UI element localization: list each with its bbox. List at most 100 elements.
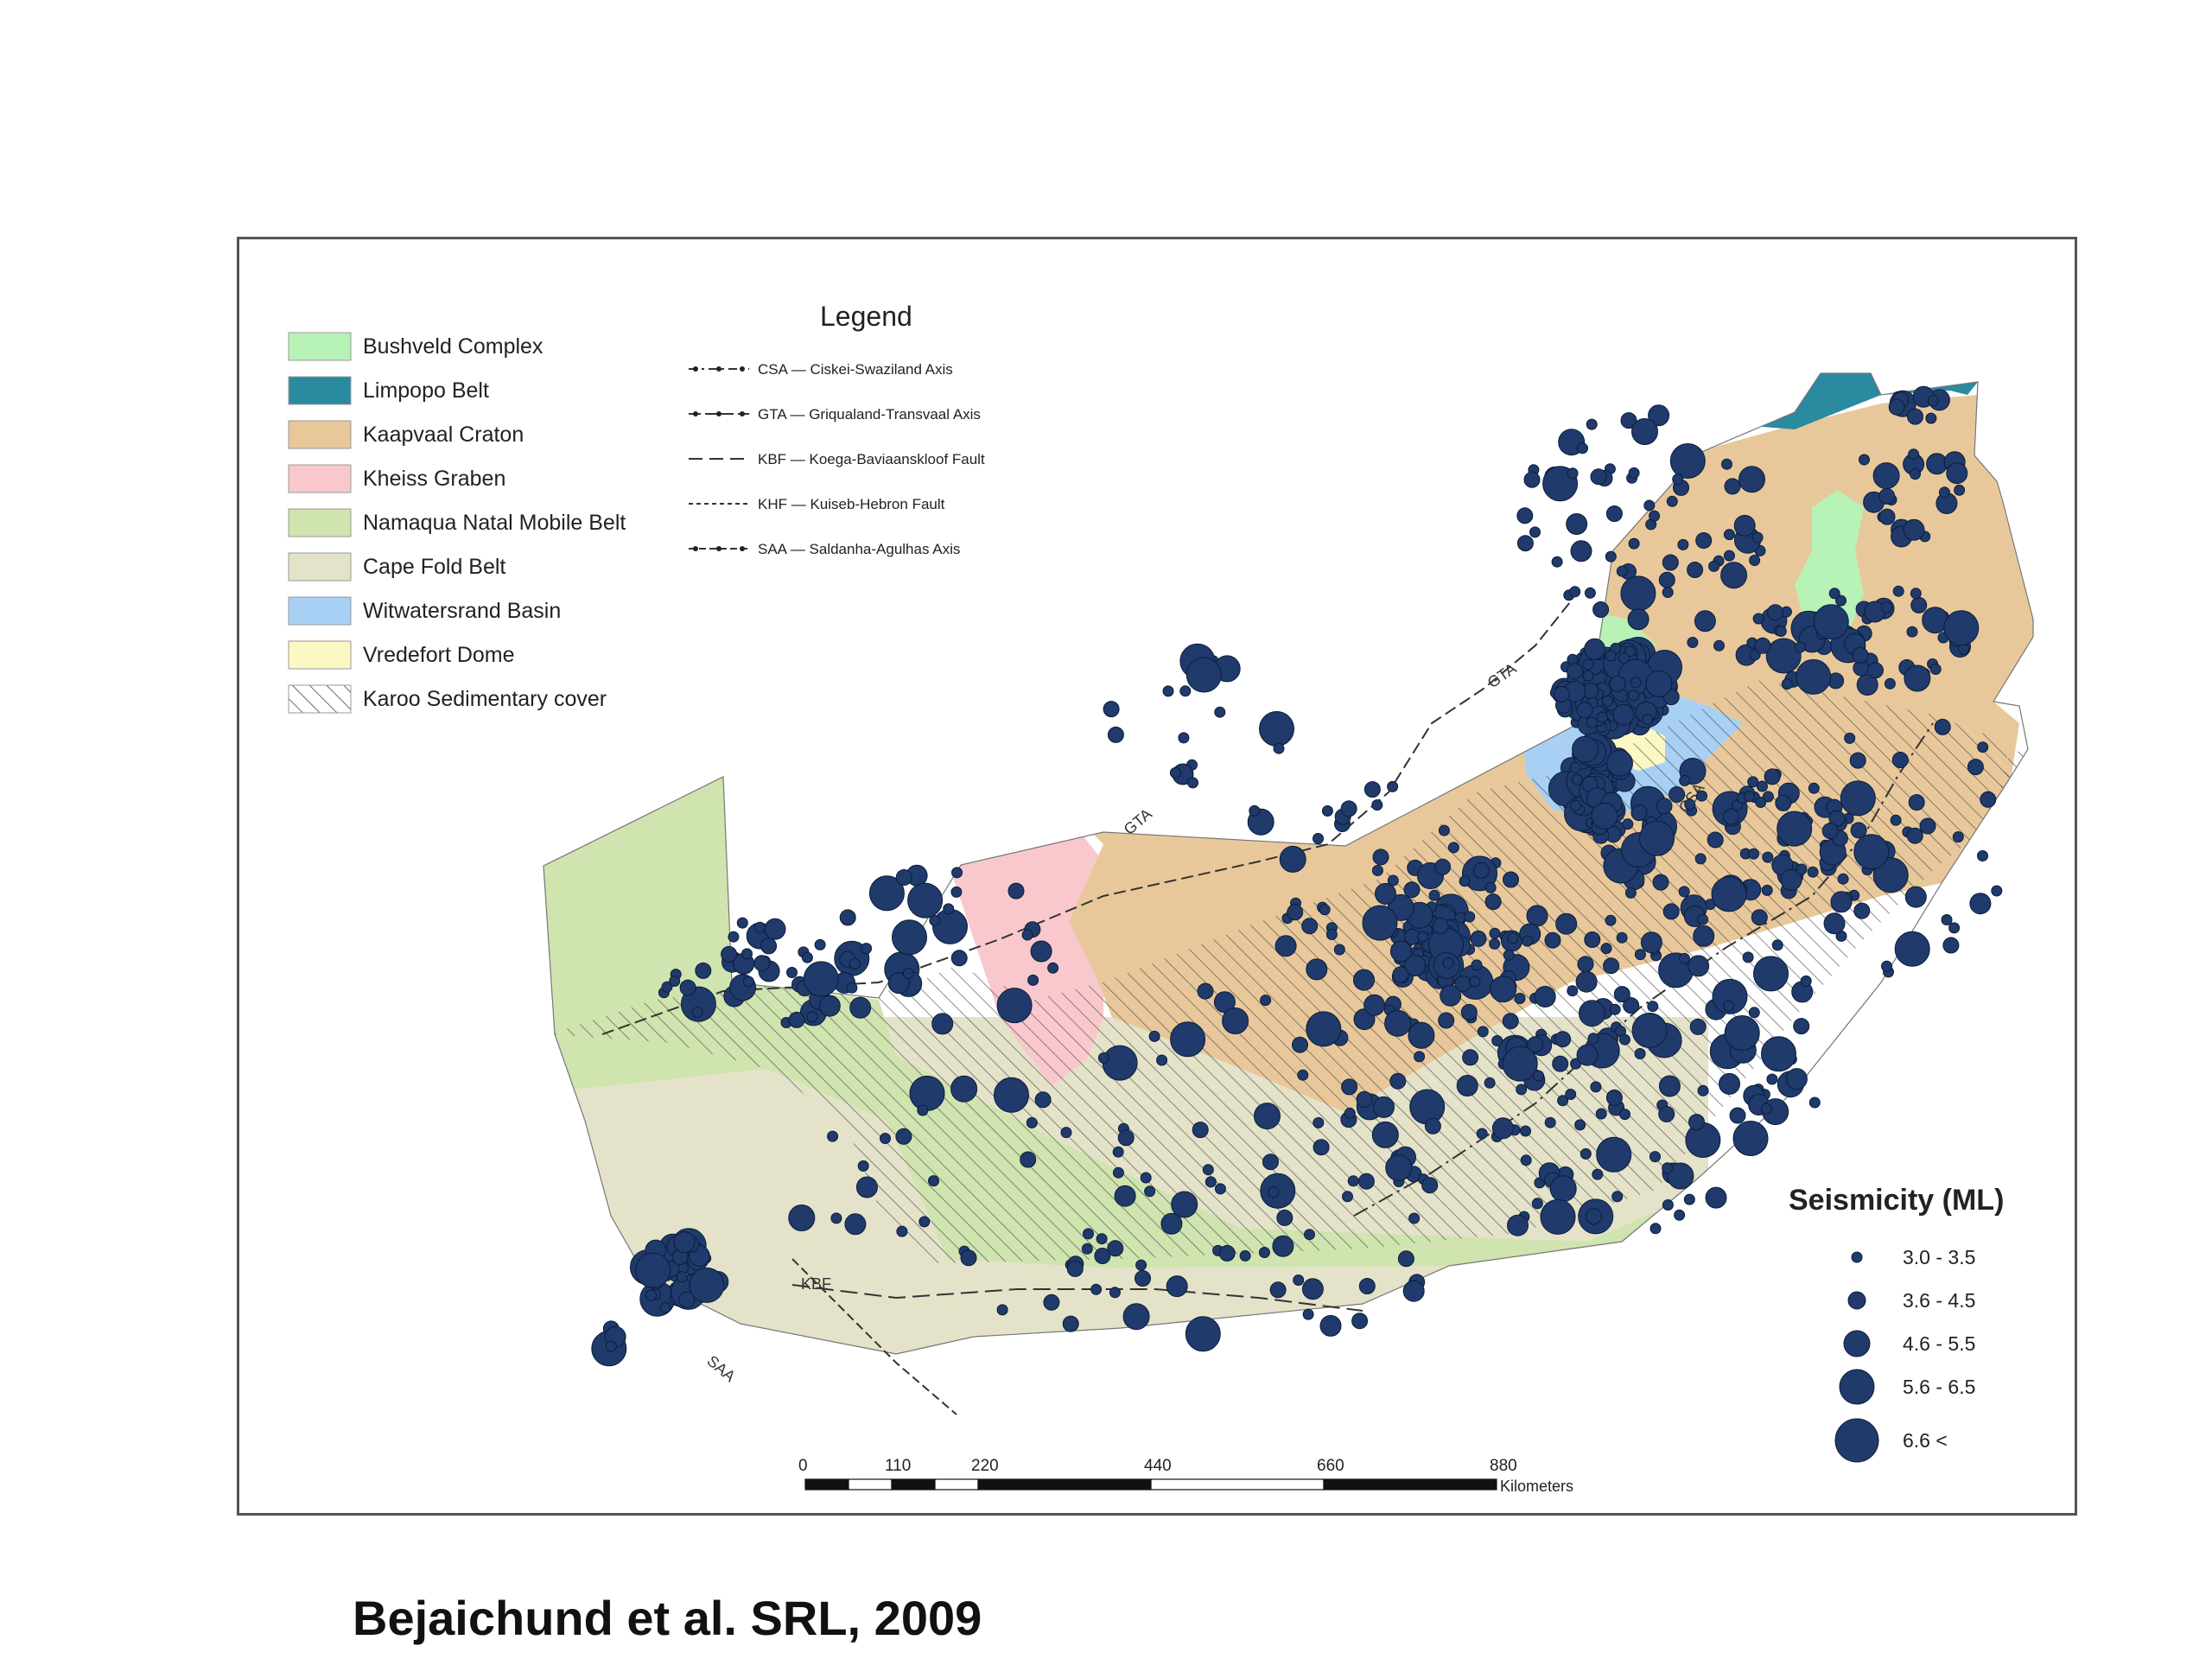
earthquake-point <box>1460 1003 1478 1020</box>
earthquake-point <box>1649 1223 1662 1235</box>
earthquake-point <box>1020 1151 1037 1168</box>
earthquake-point <box>1748 1007 1760 1019</box>
seismicity-legend-label: 4.6 - 5.5 <box>1903 1332 1975 1355</box>
earthquake-point <box>1402 1280 1425 1302</box>
earthquake-point <box>1796 658 1832 695</box>
earthquake-point <box>1612 703 1635 726</box>
legend-line-label: KBF — Koega-Baviaanskloof Fault <box>758 451 985 467</box>
earthquake-point <box>1634 949 1646 961</box>
earthquake-point <box>1881 960 1892 972</box>
earthquake-point <box>1934 718 1951 735</box>
earthquake-point <box>736 917 748 929</box>
saa-axis-line <box>791 1258 957 1415</box>
legend-unit-label: Bushveld Complex <box>363 334 543 359</box>
earthquake-point <box>1576 1044 1599 1066</box>
earthquake-point <box>1946 462 1968 485</box>
earthquake-point <box>1260 995 1272 1007</box>
earthquake-point <box>1472 862 1490 879</box>
earthquake-point <box>1580 1147 1592 1160</box>
earthquake-point <box>1685 1122 1721 1158</box>
earthquake-point <box>1529 526 1541 538</box>
earthquake-point <box>929 914 941 926</box>
earthquake-point <box>1733 514 1756 537</box>
earthquake-point <box>1484 881 1497 893</box>
earthquake-point <box>1301 918 1319 935</box>
earthquake-point <box>1640 931 1662 954</box>
legend-swatch <box>288 684 352 714</box>
earthquake-point <box>1605 914 1617 926</box>
earthquake-point <box>1919 817 1936 835</box>
earthquake-point <box>1507 1214 1529 1236</box>
earthquake-point <box>1584 587 1596 599</box>
earthquake-point <box>996 988 1033 1024</box>
earthquake-point <box>1279 845 1306 873</box>
earthquake-point <box>1371 799 1383 811</box>
earthquake-point <box>1600 943 1612 955</box>
earthquake-point <box>1469 976 1481 988</box>
earthquake-point <box>1424 1117 1441 1135</box>
earthquake-point <box>1823 912 1846 935</box>
earthquake-point <box>1414 1051 1426 1063</box>
earthquake-point <box>1648 404 1670 427</box>
earthquake-point <box>1574 1119 1586 1131</box>
earthquake-point <box>1565 1089 1577 1100</box>
earthquake-point <box>1952 831 1964 843</box>
earthquake-point <box>1942 937 1960 954</box>
earthquake-point <box>1516 1084 1528 1096</box>
earthquake-point <box>1523 471 1541 488</box>
earthquake-point <box>1767 604 1784 621</box>
earthquake-point <box>1362 905 1398 941</box>
earthquake-point <box>1503 871 1519 888</box>
earthquake-point <box>1755 797 1767 808</box>
earthquake-point <box>1904 664 1931 692</box>
earthquake-point <box>1596 1136 1632 1173</box>
earthquake-point <box>1109 1287 1121 1299</box>
earthquake-point <box>1605 650 1617 662</box>
seismicity-legend-label: 6.6 < <box>1903 1429 1948 1452</box>
earthquake-point <box>960 1249 977 1267</box>
earthquake-point <box>1678 886 1690 898</box>
earthquake-point <box>1456 1075 1478 1096</box>
earthquake-point <box>1695 532 1713 549</box>
earthquake-point <box>695 962 712 979</box>
earthquake-point <box>950 1075 978 1103</box>
earthquake-point <box>1748 848 1759 860</box>
legend-swatch <box>288 508 352 537</box>
earthquake-point <box>1353 969 1375 991</box>
earthquake-point <box>1489 927 1501 939</box>
earthquake-point <box>1484 893 1502 911</box>
earthquake-point <box>1747 776 1759 788</box>
earthquake-point <box>1205 1176 1217 1188</box>
earthquake-point <box>1719 1072 1740 1095</box>
earthquake-point <box>1631 1013 1668 1048</box>
earthquake-point <box>1579 1000 1605 1027</box>
earthquake-point <box>1891 752 1909 768</box>
earthquake-point <box>1319 1314 1342 1337</box>
earthquake-point <box>1187 777 1198 789</box>
legend-unit-label: Limpopo Belt <box>363 378 489 403</box>
legend-swatch <box>288 464 352 493</box>
earthquake-point <box>1192 1122 1209 1139</box>
earthquake-point <box>1185 1316 1221 1352</box>
earthquake-point <box>849 957 861 969</box>
earthquake-point <box>1297 1069 1309 1081</box>
scale-bar: 0 110 220 440 660 880 Kilometers <box>798 1457 1573 1495</box>
earthquake-point <box>728 931 740 943</box>
earthquake-point <box>1852 646 1869 664</box>
earthquake-point <box>1577 956 1594 973</box>
earthquake-point <box>1813 604 1849 640</box>
earthquake-point <box>1489 938 1501 950</box>
earthquake-point <box>950 950 968 967</box>
earthquake-point <box>1796 863 1808 875</box>
earthquake-point <box>1643 499 1656 512</box>
earthquake-point <box>1544 931 1561 949</box>
earthquake-point <box>1577 442 1588 454</box>
earthquake-point <box>1462 1049 1479 1066</box>
earthquake-point <box>1575 970 1598 993</box>
seismicity-legend-label: 3.6 - 4.5 <box>1903 1289 1975 1312</box>
earthquake-point <box>1642 714 1654 726</box>
earthquake-point <box>1760 1103 1772 1115</box>
earthquake-point <box>1907 408 1923 425</box>
earthquake-point <box>1582 658 1594 671</box>
earthquake-point <box>1540 1198 1576 1235</box>
